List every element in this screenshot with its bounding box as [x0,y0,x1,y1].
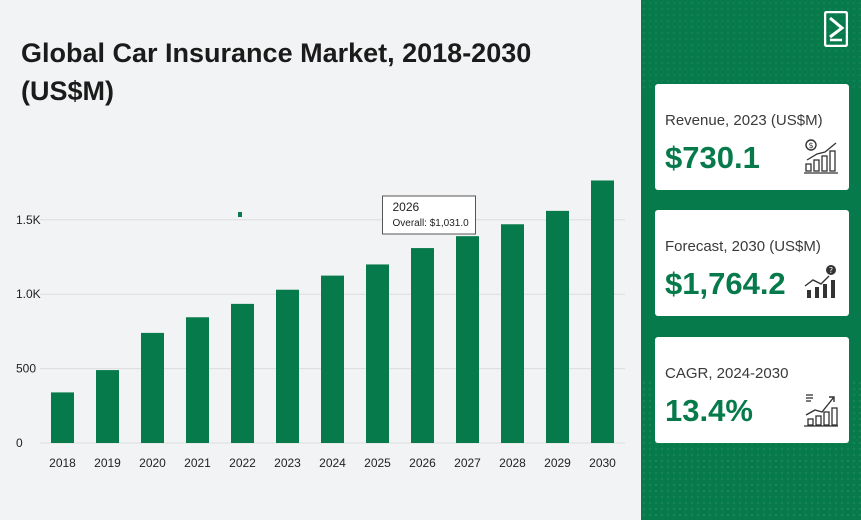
svg-text:$: $ [808,141,813,150]
x-tick-label: 2029 [544,456,571,470]
revenue-label: Revenue, 2023 (US$M) [665,112,823,129]
bar [96,370,119,443]
bar [591,180,614,443]
brand-logo-icon [824,11,848,47]
bar-chart: 0 500 1.0K 1.5K 2018 2019 2020 2021 2022 2023 2024… [16,180,625,470]
tooltip-year: 2026 [393,200,420,214]
x-tick-label: 2023 [274,456,301,470]
cagr-card: CAGR, 2024-2030 13.4% [655,337,849,443]
x-tick-label: 2027 [454,456,481,470]
y-tick-label: 500 [16,362,36,376]
marker-dot [238,212,242,217]
bar [456,236,479,443]
bar [231,303,254,443]
bar [186,317,209,443]
forecast-card: Forecast, 2030 (US$M) $1,764.2 ? [655,210,849,316]
x-tick-label: 2018 [49,456,76,470]
bar [276,289,299,443]
revenue-value: $730.1 [665,140,760,175]
x-tick-label: 2030 [589,456,616,470]
svg-text:?: ? [829,266,833,275]
x-tick-label: 2028 [499,456,526,470]
x-tick-label: 2026 [409,456,436,470]
cagr-label: CAGR, 2024-2030 [665,365,789,382]
stats-panel: Revenue, 2023 (US$M) $730.1 $ Forecast, … [641,0,861,520]
bar [411,248,434,443]
bar [141,332,164,443]
bar [51,392,74,443]
forecast-chart-icon: ? [804,265,836,298]
x-tick-label: 2020 [139,456,166,470]
chart-area: Global Car Insurance Market, 2018-2030 (… [16,38,625,470]
forecast-value: $1,764.2 [665,266,786,301]
revenue-chart-icon: $ [804,139,838,174]
tooltip-value: Overall: $1,031.0 [393,218,470,229]
x-tick-label: 2019 [94,456,121,470]
y-tick-label: 1.0K [16,287,41,301]
tooltip-box [382,195,476,235]
y-tick-label: 0 [16,436,23,450]
x-tick-label: 2024 [319,456,346,470]
bar [501,224,524,443]
cagr-value: 13.4% [665,393,753,428]
bar [546,210,569,443]
bar [321,275,344,443]
revenue-card: Revenue, 2023 (US$M) $730.1 $ [655,84,849,190]
y-tick-label: 1.5K [16,213,41,227]
cagr-chart-icon [804,394,838,427]
x-tick-label: 2022 [229,456,256,470]
forecast-label: Forecast, 2030 (US$M) [665,238,821,255]
chart-title: Global Car Insurance Market, 2018-2030 (… [21,38,532,106]
x-tick-label: 2021 [184,456,211,470]
bar [366,264,389,443]
x-tick-label: 2025 [364,456,391,470]
